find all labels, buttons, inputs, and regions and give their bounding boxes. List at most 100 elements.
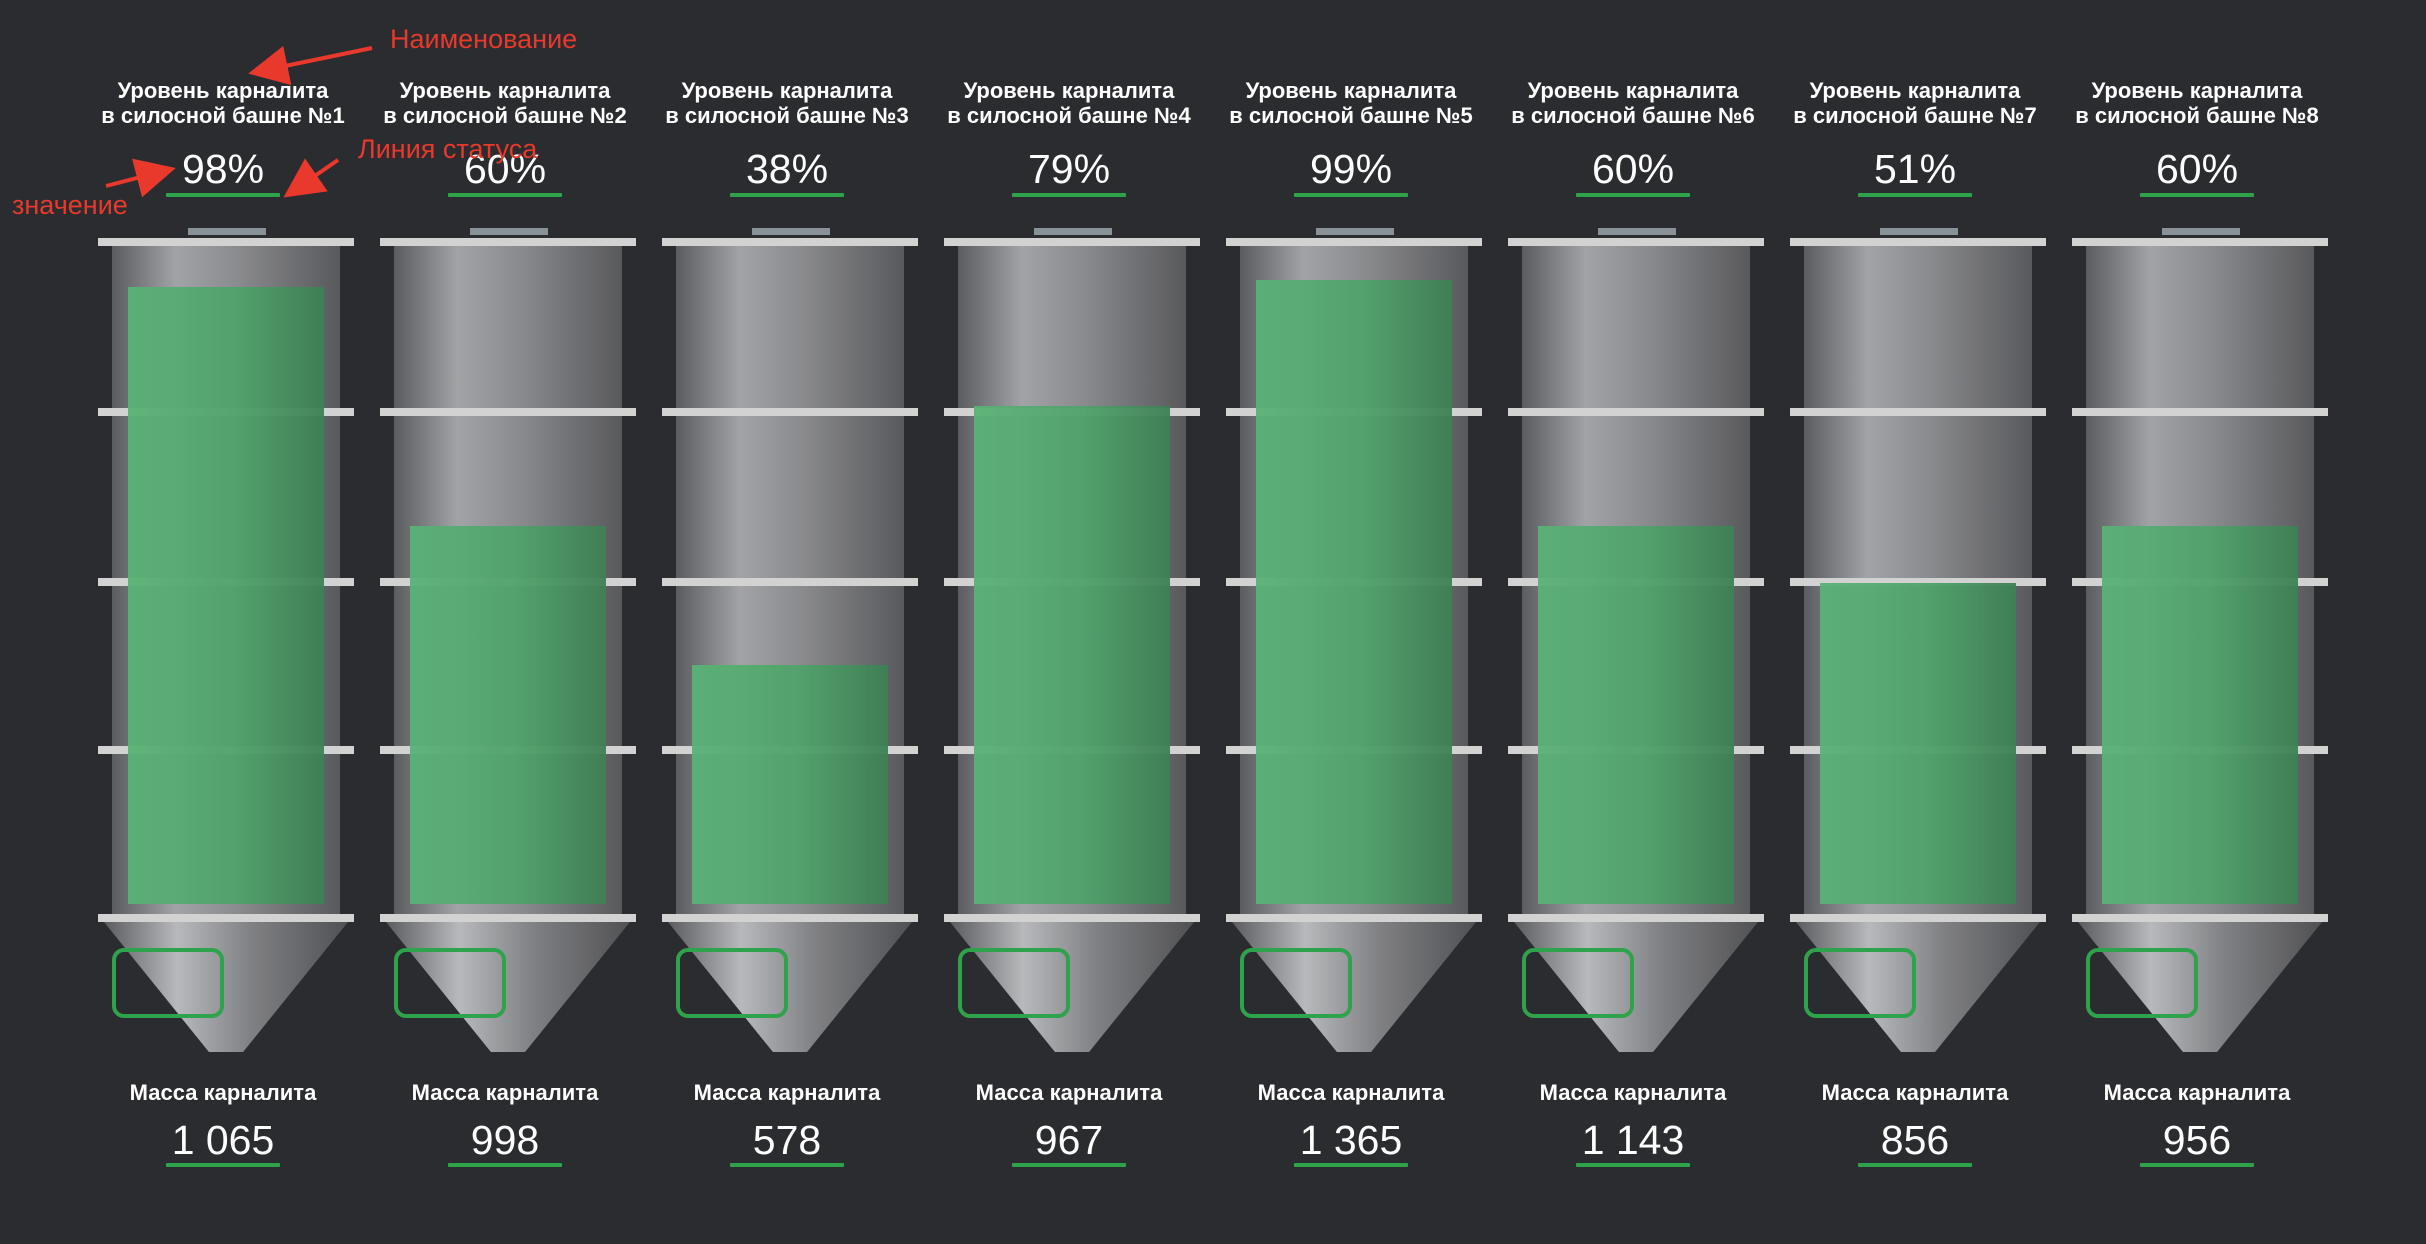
outlet-status-frame[interactable] bbox=[1522, 948, 1634, 1018]
silo-title-line2: в силосной башне №4 bbox=[947, 103, 1191, 128]
silo-8: Уровень карналита в силосной башне №8 60… bbox=[2062, 0, 2332, 1244]
outlet-status-frame[interactable] bbox=[676, 948, 788, 1018]
outlet-status-frame[interactable] bbox=[1240, 948, 1352, 1018]
mass-status-line bbox=[1576, 1163, 1690, 1167]
outlet-status-frame[interactable] bbox=[394, 948, 506, 1018]
status-line bbox=[1294, 193, 1408, 197]
silo-title-line2: в силосной башне №1 bbox=[101, 103, 345, 128]
mass-value: 856 bbox=[1880, 1117, 1950, 1163]
level-value: 98% bbox=[181, 146, 265, 192]
mass-value: 578 bbox=[752, 1117, 822, 1163]
level-value: 51% bbox=[1873, 146, 1957, 192]
mass-label: Масса карналита bbox=[411, 1080, 599, 1105]
silo-rail bbox=[98, 238, 354, 246]
silo-title-line2: в силосной башне №7 bbox=[1793, 103, 2037, 128]
annotation-value: значение bbox=[12, 190, 128, 220]
silo-rail bbox=[1226, 238, 1482, 246]
silo-rail bbox=[2072, 238, 2328, 246]
silo-body-segment bbox=[958, 246, 1186, 408]
silo-rail bbox=[1226, 914, 1482, 922]
silo-rail bbox=[1508, 914, 1764, 922]
status-line bbox=[2140, 193, 2254, 197]
mass-status-line bbox=[448, 1163, 562, 1167]
level-value: 60% bbox=[463, 146, 547, 192]
mass-label: Масса карналита bbox=[129, 1080, 317, 1105]
silo-title-line2: в силосной башне №2 bbox=[383, 103, 627, 128]
mass-status-line bbox=[2140, 1163, 2254, 1167]
mass-value: 956 bbox=[2162, 1117, 2232, 1163]
top-hatch bbox=[752, 228, 830, 235]
silo-2: Уровень карналита в силосной башне №2 60… bbox=[370, 0, 640, 1244]
silo-title-line2: в силосной башне №3 bbox=[665, 103, 909, 128]
mass-value: 1 143 bbox=[1581, 1117, 1685, 1163]
level-fill bbox=[410, 526, 606, 904]
silo-title-line2: в силосной башне №5 bbox=[1229, 103, 1473, 128]
silo-title-line1: Уровень карналита bbox=[963, 78, 1175, 103]
level-value: 79% bbox=[1027, 146, 1111, 192]
silo-title: Уровень карналита в силосной башне №2 bbox=[370, 78, 640, 128]
silo-title-line1: Уровень карналита bbox=[399, 78, 611, 103]
silo-rail bbox=[944, 238, 1200, 246]
silo-6: Уровень карналита в силосной башне №6 60… bbox=[1498, 0, 1768, 1244]
silo-title-line1: Уровень карналита bbox=[1245, 78, 1457, 103]
silo-title: Уровень карналита в силосной башне №8 bbox=[2062, 78, 2332, 128]
mass-label: Масса карналита bbox=[693, 1080, 881, 1105]
silo-title: Уровень карналита в силосной башне №4 bbox=[934, 78, 1204, 128]
silo-title-line2: в силосной башне №8 bbox=[2075, 103, 2319, 128]
silo-title-line1: Уровень карналита bbox=[2091, 78, 2303, 103]
mass-value: 967 bbox=[1034, 1117, 1104, 1163]
silo-rail bbox=[1508, 408, 1764, 416]
silo-title: Уровень карналита в силосной башне №3 bbox=[652, 78, 922, 128]
mass-label: Масса карналита bbox=[1257, 1080, 1445, 1105]
silo-rail bbox=[662, 914, 918, 922]
level-fill bbox=[974, 406, 1170, 904]
silo-rail bbox=[1508, 238, 1764, 246]
silo-rail bbox=[944, 914, 1200, 922]
mass-status-line bbox=[1858, 1163, 1972, 1167]
silo-rail bbox=[2072, 914, 2328, 922]
level-fill bbox=[692, 665, 888, 904]
silo-title: Уровень карналита в силосной башне №7 bbox=[1780, 78, 2050, 128]
level-fill bbox=[1538, 526, 1734, 904]
annotation-name: Наименование bbox=[390, 24, 578, 54]
mass-status-line bbox=[1012, 1163, 1126, 1167]
silo-rail bbox=[662, 238, 918, 246]
silo-title: Уровень карналита в силосной башне №6 bbox=[1498, 78, 1768, 128]
level-fill bbox=[1820, 583, 2016, 904]
silo-rail bbox=[1790, 238, 2046, 246]
silo-3: Уровень карналита в силосной башне №3 38… bbox=[652, 0, 922, 1244]
silo-7: Уровень карналита в силосной башне №7 51… bbox=[1780, 0, 2050, 1244]
silo-rail bbox=[380, 238, 636, 246]
level-value: 60% bbox=[2155, 146, 2239, 192]
mass-status-line bbox=[166, 1163, 280, 1167]
silo-title-line2: в силосной башне №6 bbox=[1511, 103, 1755, 128]
silo-rail bbox=[380, 914, 636, 922]
mass-value: 998 bbox=[470, 1117, 540, 1163]
top-hatch bbox=[1316, 228, 1394, 235]
status-line bbox=[1012, 193, 1126, 197]
silo-4: Уровень карналита в силосной башне №4 79… bbox=[934, 0, 1204, 1244]
silo-1: Уровень карналита в силосной башне №1 98… bbox=[88, 0, 358, 1244]
silo-body-segment bbox=[2086, 246, 2314, 408]
mass-value: 1 365 bbox=[1299, 1117, 1403, 1163]
status-line bbox=[730, 193, 844, 197]
outlet-status-frame[interactable] bbox=[1804, 948, 1916, 1018]
top-hatch bbox=[2162, 228, 2240, 235]
mass-status-line bbox=[730, 1163, 844, 1167]
outlet-status-frame[interactable] bbox=[2086, 948, 2198, 1018]
silo-rail bbox=[98, 914, 354, 922]
silo-rail bbox=[380, 408, 636, 416]
outlet-status-frame[interactable] bbox=[112, 948, 224, 1018]
top-hatch bbox=[1880, 228, 1958, 235]
silo-title-line1: Уровень карналита bbox=[1809, 78, 2021, 103]
mass-value: 1 065 bbox=[171, 1117, 275, 1163]
top-hatch bbox=[1034, 228, 1112, 235]
top-hatch bbox=[470, 228, 548, 235]
silo-body-segment bbox=[676, 416, 904, 578]
silo-body-segment bbox=[676, 246, 904, 408]
mass-label: Масса карналита bbox=[1821, 1080, 2009, 1105]
status-line bbox=[1858, 193, 1972, 197]
mass-label: Масса карналита bbox=[2103, 1080, 2291, 1105]
outlet-status-frame[interactable] bbox=[958, 948, 1070, 1018]
